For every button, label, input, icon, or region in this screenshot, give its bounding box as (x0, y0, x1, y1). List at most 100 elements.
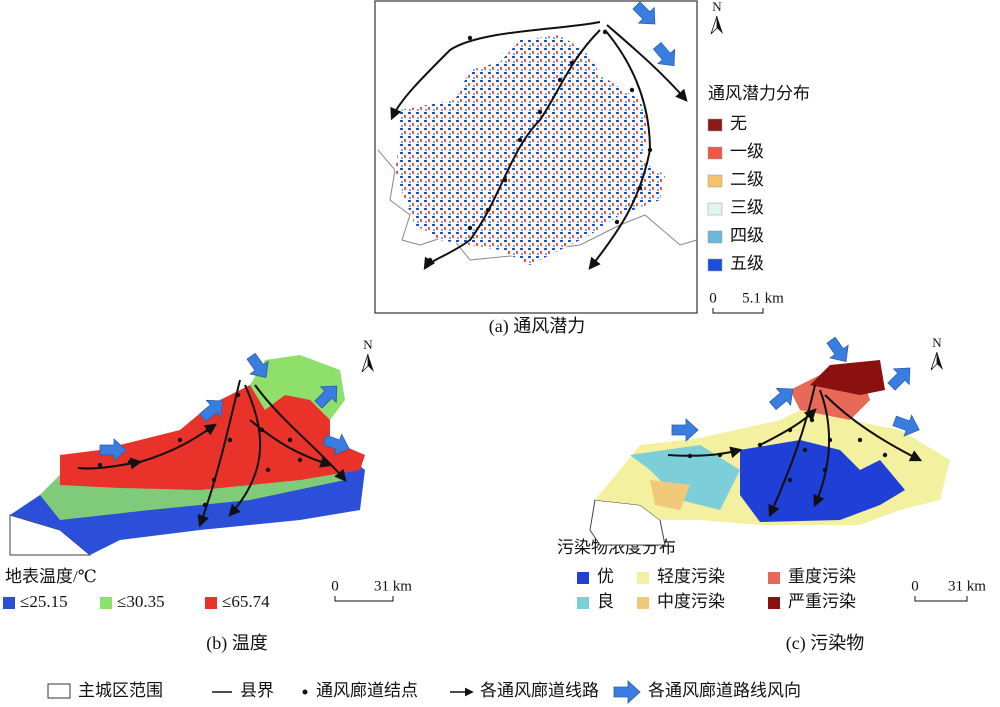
legend-swatch (707, 258, 723, 272)
corridor-node (882, 452, 888, 458)
corridor-node (205, 427, 211, 433)
pollution-severe (810, 360, 885, 395)
legend-swatch (707, 202, 723, 216)
scale-label: 0 (911, 578, 919, 594)
corridor-node (629, 87, 635, 93)
main-city-boundary (377, 149, 698, 261)
wind-arrow (826, 336, 849, 362)
caption: (a) 通风潜力 (489, 316, 585, 337)
corridor-node (787, 477, 793, 483)
corridor-route (390, 21, 601, 121)
legend-label: 优 (597, 567, 614, 586)
ventilation-area (395, 35, 665, 265)
legend-swatch (768, 572, 780, 584)
legend-swatch (577, 572, 589, 584)
scale-label: 0 (709, 290, 717, 306)
corridor-node (827, 437, 833, 443)
wind-arrow (769, 387, 794, 411)
legend-label: 无 (730, 114, 747, 133)
legend-label: 各通风廊道路线风向 (648, 681, 801, 700)
map-frame (374, 0, 698, 314)
legend-swatch (205, 597, 217, 609)
caption: (c) 污染物 (786, 633, 864, 654)
wind-arrow (632, 1, 656, 25)
corridor-node (614, 219, 620, 225)
corridor-node (802, 447, 808, 453)
north-label: N (363, 337, 373, 352)
corridor-node (127, 459, 133, 465)
corridor-route (768, 384, 816, 518)
corridor-node (177, 437, 183, 443)
corridor-route (423, 29, 601, 271)
legend-symbol (302, 689, 308, 695)
corridor-node (502, 177, 508, 183)
legend-swatch (577, 597, 589, 609)
scale-label: 0 (331, 578, 339, 594)
pollution-good (630, 445, 740, 510)
legend-label: 各通风廊道线路 (480, 681, 599, 700)
corridor-node (647, 147, 653, 153)
scale-label: 31 km (374, 578, 412, 594)
wind-arrow (99, 438, 127, 462)
legend-label: 二级 (730, 170, 764, 189)
legend-label: 良 (597, 592, 614, 611)
legend-swatch (768, 597, 780, 609)
wind-arrow (199, 399, 224, 423)
corridor-node (259, 427, 265, 433)
corridor-node (467, 35, 473, 41)
legend-label: 重度污染 (788, 567, 856, 586)
corridor-node (787, 427, 793, 433)
corridor-node (235, 392, 241, 398)
corridor-node (97, 462, 103, 468)
wind-arrow (892, 414, 920, 437)
legend-title: 地表温度/℃ (5, 567, 97, 586)
legend-label: 县界 (240, 681, 274, 700)
legend-swatch (100, 597, 112, 609)
corridor-node (687, 453, 693, 459)
corridor-node (467, 225, 473, 231)
corridor-node (809, 417, 815, 423)
north-arrow (710, 15, 718, 35)
corridor-node (557, 77, 563, 83)
corridor-node (265, 467, 271, 473)
legend-swatch (637, 597, 649, 609)
scale-label: 31 km (948, 578, 986, 594)
wind-arrow (671, 418, 699, 442)
corridor-route (759, 408, 817, 446)
legend-label: ≤30.35 (117, 592, 165, 611)
corridor-route (667, 446, 743, 459)
corridor-node (537, 109, 543, 115)
wind-arrow (652, 42, 676, 67)
corridor-route (77, 457, 143, 470)
wind-arrow (613, 680, 641, 704)
corridor-node (297, 457, 303, 463)
wind-arrow (314, 385, 338, 409)
legend-label: 主城区范围 (78, 681, 163, 700)
north-arrow (361, 353, 369, 373)
north-label: N (932, 335, 942, 350)
wind-arrow (322, 433, 350, 456)
corridor-node (637, 185, 643, 191)
legend-label: 严重污染 (788, 592, 856, 611)
legend-swatch (3, 597, 15, 609)
scale-label: 5.1 km (742, 290, 784, 306)
corridor-route (606, 24, 688, 102)
legend-label: 五级 (730, 254, 764, 273)
corridor-node (757, 442, 763, 448)
legend-label: 一级 (730, 142, 764, 161)
corridor-node (211, 477, 217, 483)
north-arrow (937, 352, 943, 370)
wind-arrow (246, 352, 269, 378)
north-label: N (712, 0, 722, 14)
legend-label: ≤25.15 (20, 592, 68, 611)
caption: (b) 温度 (206, 633, 268, 654)
legend-swatch (707, 146, 723, 160)
corridor-route (824, 394, 923, 462)
legend-swatch (707, 174, 723, 188)
legend-swatch (707, 230, 723, 244)
corridor-node (517, 137, 523, 143)
north-arrow (717, 16, 723, 34)
corridor-route (139, 423, 217, 463)
corridor-route (813, 389, 831, 508)
